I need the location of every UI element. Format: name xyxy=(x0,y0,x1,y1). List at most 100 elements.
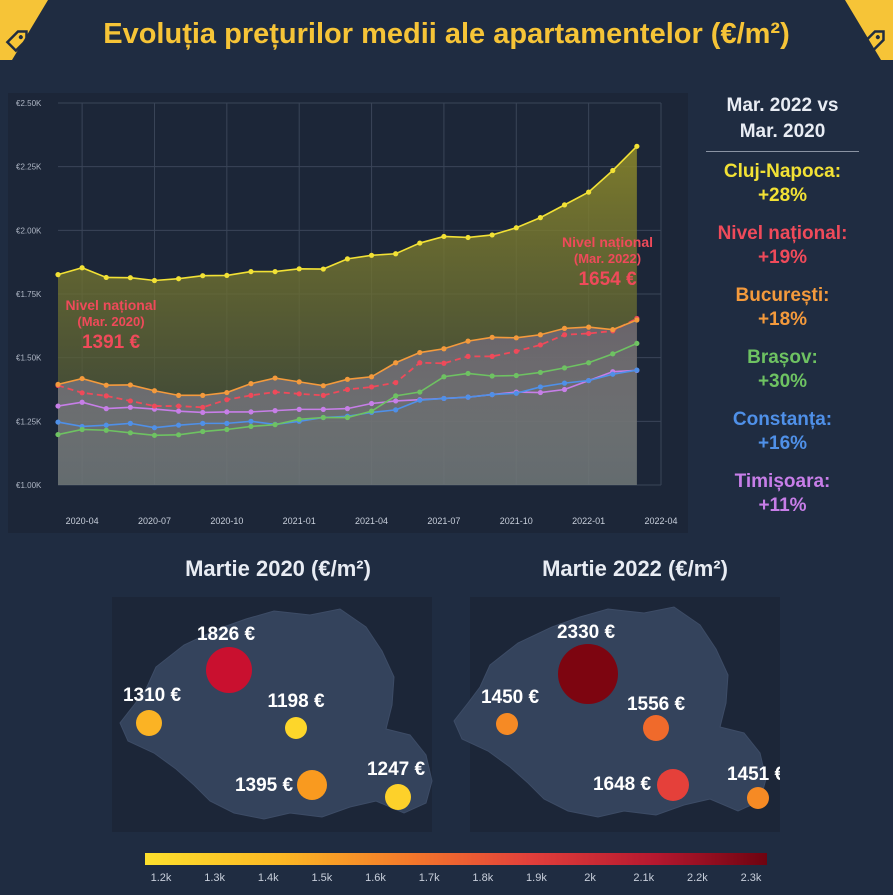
data-point xyxy=(103,427,109,433)
city-bubble-label: 1310 € xyxy=(123,685,182,706)
colorbar-tick-label: 1.7k xyxy=(418,872,440,884)
data-point xyxy=(417,360,423,366)
data-point xyxy=(610,371,616,377)
data-point xyxy=(393,393,399,399)
city-bubble xyxy=(206,647,252,693)
data-point xyxy=(465,338,471,344)
data-point xyxy=(103,382,109,388)
data-point xyxy=(561,380,568,386)
colorbar-tick-label: 2.3k xyxy=(740,872,762,884)
data-point xyxy=(176,432,182,438)
data-point xyxy=(127,275,133,281)
data-point xyxy=(79,265,85,271)
data-point xyxy=(561,202,568,208)
data-point xyxy=(79,399,85,405)
map-right-svg: 2330 € 1450 € 1556 € 1648 € 1451 € xyxy=(453,597,780,832)
data-point xyxy=(368,384,375,390)
data-point xyxy=(200,420,206,426)
city-bubble xyxy=(657,769,689,801)
data-point xyxy=(441,233,447,240)
data-point xyxy=(200,392,206,398)
line-chart: €1.00K €1.25K €1.50K €1.75K €2.00K €2.25K €2.5… xyxy=(8,93,688,533)
map-right: 2330 € 1450 € 1556 € 1648 € 1451 € xyxy=(440,597,780,832)
data-point xyxy=(296,416,302,422)
data-point xyxy=(127,404,133,410)
data-point xyxy=(417,389,423,395)
data-point xyxy=(489,353,495,359)
y-tick-label: €2.50K xyxy=(16,99,42,108)
colorbar-tick-label: 1.5k xyxy=(311,872,333,884)
city-bubble-label: 2330 € xyxy=(557,622,616,643)
y-tick-label: €1.00K xyxy=(16,481,42,490)
legend-item-change: +16% xyxy=(757,433,808,454)
colorbar-ticks: 1.2k 1.3k 1.4k 1.5k 1.6k 1.7k 1.8k 1.9k 2k 2.1k 2.… xyxy=(145,872,767,892)
city-bubble-label: 1648 € xyxy=(593,774,652,795)
annotation-start-line2: (Mar. 2020) xyxy=(77,314,145,329)
legend-item: Brașov: +30% xyxy=(700,346,865,394)
data-point xyxy=(465,370,471,377)
data-point xyxy=(537,369,544,376)
data-point xyxy=(320,406,326,412)
data-point xyxy=(248,268,254,275)
city-bubble-label: 1198 € xyxy=(267,691,324,712)
data-point xyxy=(417,240,423,246)
city-bubble xyxy=(558,644,618,704)
data-point xyxy=(127,382,133,388)
data-point xyxy=(610,327,616,333)
data-point xyxy=(393,380,399,386)
data-point xyxy=(103,393,109,399)
data-point xyxy=(537,384,544,390)
x-tick-label: 2021-04 xyxy=(355,516,388,526)
legend-item: Nivel național: +19% xyxy=(700,222,865,270)
annotation-start: Nivel național (Mar. 2020) 1391 € xyxy=(56,296,166,356)
data-point xyxy=(55,431,61,438)
data-point xyxy=(634,143,640,149)
data-point xyxy=(200,273,206,279)
price-tag-icon xyxy=(845,0,893,60)
data-point xyxy=(320,414,326,421)
data-point xyxy=(634,340,640,347)
data-point xyxy=(151,403,158,409)
data-point xyxy=(296,391,302,397)
data-point xyxy=(55,403,61,409)
data-point xyxy=(176,422,182,428)
data-point xyxy=(561,365,568,371)
data-point xyxy=(586,189,592,195)
y-tick-label: €2.25K xyxy=(16,163,42,172)
map-right-title: Martie 2022 (€/m²) xyxy=(542,556,728,581)
romania-outline-group xyxy=(119,608,433,820)
data-point xyxy=(417,349,423,356)
x-tick-label: 2020-10 xyxy=(210,516,243,526)
data-point xyxy=(344,376,351,382)
data-point xyxy=(344,414,351,421)
data-point xyxy=(513,372,519,379)
colorbar-tick-label: 1.8k xyxy=(472,872,494,884)
data-point xyxy=(368,400,375,407)
data-point xyxy=(224,397,230,403)
city-bubble-label: 1451 € xyxy=(727,764,780,785)
legend-item-name: București: xyxy=(735,285,830,306)
legend-item-name: Cluj-Napoca: xyxy=(723,161,842,182)
legend-item-change: +18% xyxy=(757,309,808,330)
data-point xyxy=(55,419,61,425)
data-point xyxy=(224,389,230,396)
data-point xyxy=(513,225,519,231)
map-left-svg: 1826 € 1310 € 1198 € 1395 € 1247 € xyxy=(112,597,433,832)
data-point xyxy=(465,353,471,359)
y-tick-label: €1.50K xyxy=(16,354,42,363)
data-point xyxy=(561,332,568,338)
city-bubble-label: 1556 € xyxy=(627,694,686,715)
data-point xyxy=(151,425,158,431)
annotation-start-line1: Nivel național xyxy=(65,297,157,313)
data-point xyxy=(634,367,640,373)
colorbar-tick-label: 1.9k xyxy=(526,872,547,884)
data-point xyxy=(368,374,375,380)
data-point xyxy=(127,398,133,404)
data-point xyxy=(513,390,519,396)
data-point xyxy=(224,420,230,426)
annotation-end-line1: Nivel național xyxy=(561,234,654,250)
data-point xyxy=(151,432,158,438)
data-point xyxy=(272,375,278,381)
data-point xyxy=(320,266,326,272)
city-bubble-label: 1450 € xyxy=(481,687,540,708)
